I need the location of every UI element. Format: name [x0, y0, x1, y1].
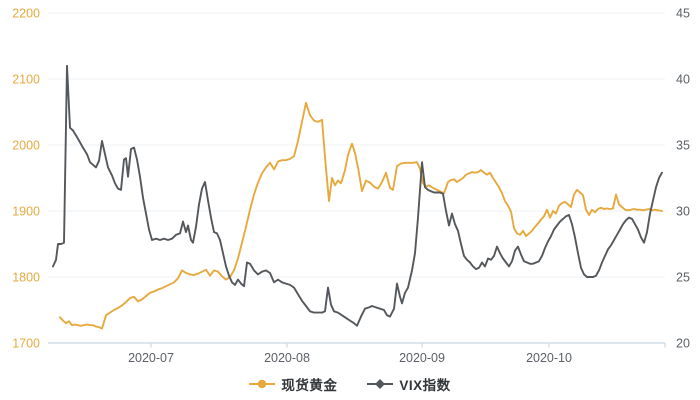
legend-item-spot-gold[interactable]: 现货黄金 [249, 374, 337, 394]
vix-line-marker-icon [367, 379, 394, 389]
series-line-vix[interactable] [52, 64, 663, 327]
right-axis-label: 40 [676, 73, 690, 87]
legend-item-vix[interactable]: VIX指数 [367, 374, 450, 394]
left-axis-label: 2200 [12, 7, 40, 21]
gold-line-marker-icon [249, 379, 276, 389]
x-axis-label: 2020-08 [264, 351, 310, 365]
right-axis-label: 35 [676, 139, 690, 153]
right-axis-label: 25 [676, 271, 690, 285]
x-axis-label: 2020-07 [128, 351, 174, 365]
left-axis-label: 1800 [12, 271, 40, 285]
right-axis-label: 20 [676, 337, 690, 351]
left-axis-label: 2100 [12, 73, 40, 87]
right-axis-label: 30 [676, 205, 690, 219]
legend-label-vix: VIX指数 [399, 378, 451, 393]
series-line-spot-gold[interactable] [59, 101, 663, 330]
left-axis-label: 1900 [12, 205, 40, 219]
legend-label-spot-gold: 现货黄金 [281, 378, 338, 393]
legend: 现货黄金 VIX指数 [0, 374, 700, 394]
right-axis-label: 45 [676, 7, 690, 21]
x-axis-label: 2020-09 [399, 351, 445, 365]
left-axis-label: 2000 [12, 139, 40, 153]
left-axis-label: 1700 [12, 337, 40, 351]
x-axis-label: 2020-10 [526, 351, 572, 365]
